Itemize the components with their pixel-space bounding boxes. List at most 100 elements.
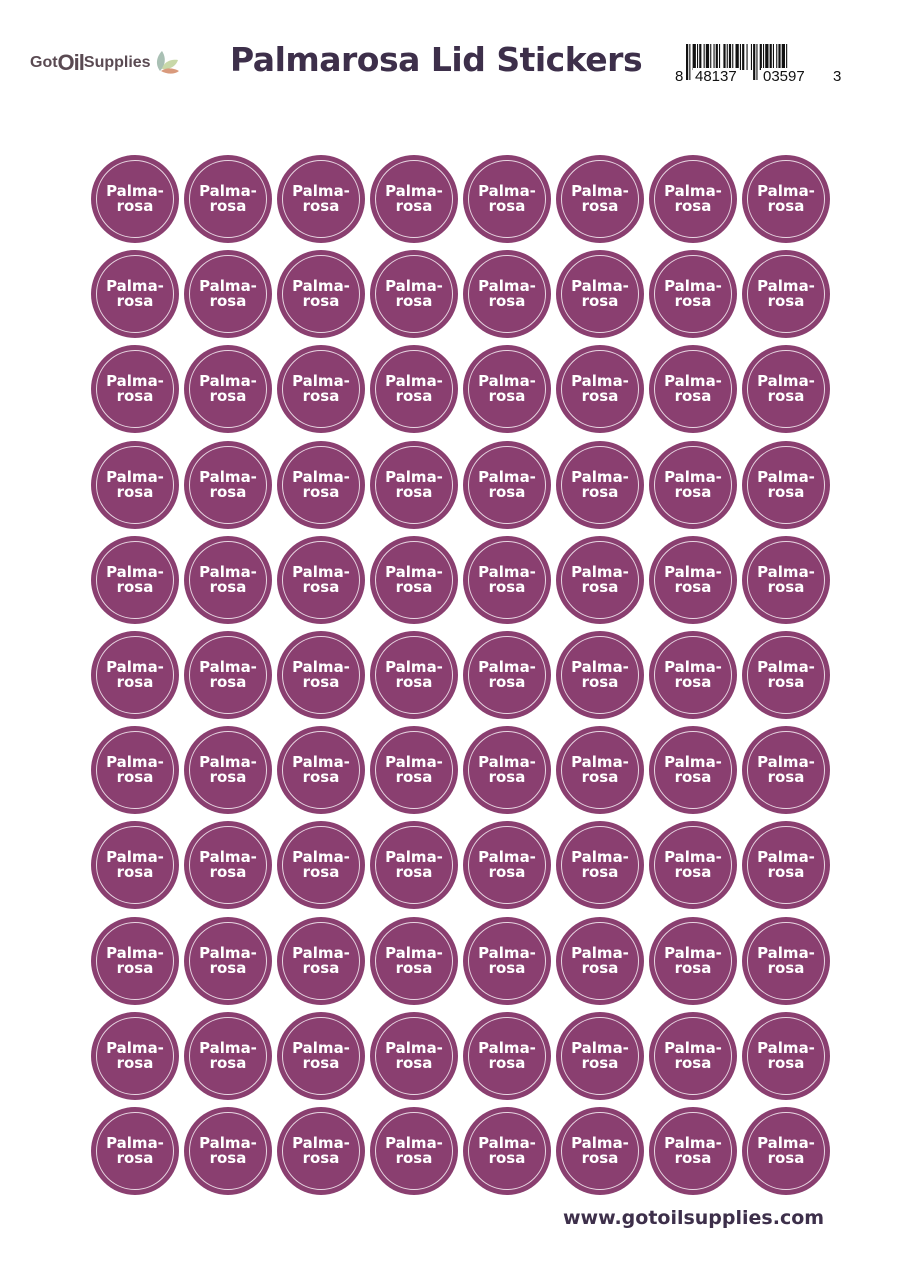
sticker-label: Palma-rosa [571, 374, 629, 404]
sticker-label-line1: Palma- [292, 1133, 350, 1152]
sticker-label: Palma-rosa [385, 659, 443, 690]
sticker-label-line2: rosa [116, 482, 154, 501]
sticker-label-line2: rosa [209, 387, 247, 406]
sticker-label: Palma-rosa [571, 850, 629, 880]
sticker-label-line1: Palma- [292, 753, 350, 772]
sticker-label: Palma-rosa [106, 1040, 164, 1071]
lid-sticker: Palma-rosa [370, 916, 458, 1005]
sticker-label-line2: rosa [488, 672, 526, 691]
lid-sticker: Palma-rosa [277, 1011, 365, 1100]
barcode-digits-right: 03597 [761, 68, 807, 85]
barcode-bar [769, 44, 772, 70]
sticker-label-line1: Palma- [106, 848, 164, 867]
sticker-label-line2: rosa [302, 482, 340, 501]
lid-sticker: Palma-rosa [184, 726, 272, 815]
sticker-label: Palma-rosa [385, 1135, 443, 1166]
barcode-bar [735, 44, 739, 70]
lid-sticker: Palma-rosa [649, 535, 737, 624]
lid-sticker: Palma-rosa [277, 1106, 365, 1195]
sticker-label: Palma-rosa [199, 755, 257, 785]
sticker-label-line1: Palma- [757, 1133, 815, 1152]
barcode-bar [765, 44, 769, 70]
sticker-label-line2: rosa [302, 768, 340, 787]
sticker-label: Palma-rosa [106, 850, 164, 880]
sticker-label: Palma-rosa [571, 184, 629, 214]
sticker-label: Palma-rosa [106, 755, 164, 785]
lid-sticker: Palma-rosa [556, 1011, 644, 1100]
lid-sticker: Palma-rosa [649, 250, 737, 339]
sticker-label: Palma-rosa [757, 850, 815, 880]
sticker-label-line2: rosa [488, 387, 526, 406]
sticker-label-line2: rosa [116, 292, 154, 311]
sticker-label-line1: Palma- [664, 848, 722, 867]
barcode [686, 44, 788, 80]
sticker-label-line2: rosa [116, 197, 154, 215]
sticker-label-line2: rosa [488, 292, 526, 311]
sticker-label: Palma-rosa [757, 1133, 815, 1166]
sticker-label-line2: rosa [302, 1053, 340, 1072]
sticker-label: Palma-rosa [571, 469, 629, 500]
barcode-bar [689, 44, 691, 80]
sticker-label: Palma-rosa [571, 1135, 629, 1166]
sticker-label-line1: Palma- [106, 277, 164, 296]
sticker-label-line2: rosa [209, 292, 247, 311]
sticker-label-line1: Palma- [478, 1133, 536, 1152]
sticker-label: Palma-rosa [292, 279, 350, 309]
lid-sticker: Palma-rosa [556, 440, 644, 529]
lid-sticker: Palma-rosa [742, 345, 830, 434]
sticker-label-line2: rosa [395, 387, 433, 406]
sticker-label: Palma-rosa [292, 945, 350, 976]
lid-sticker: Palma-rosa [649, 726, 737, 815]
sticker-label-line2: rosa [302, 1148, 340, 1167]
sticker-label-line1: Palma- [757, 657, 815, 676]
sticker-label: Palma-rosa [292, 374, 350, 404]
sticker-label-line2: rosa [395, 577, 433, 596]
lid-sticker: Palma-rosa [370, 345, 458, 434]
sticker-label-line2: rosa [674, 197, 712, 215]
sticker-label-line1: Palma- [106, 372, 164, 391]
sticker-label-line1: Palma- [478, 182, 536, 200]
sticker-label: Palma-rosa [757, 374, 815, 404]
lid-sticker: Palma-rosa [463, 1011, 551, 1100]
sticker-label-line2: rosa [209, 577, 247, 596]
sticker-label-line1: Palma- [199, 467, 257, 486]
sticker-label-line2: rosa [767, 863, 805, 882]
lid-sticker: Palma-rosa [91, 1011, 179, 1100]
sticker-label-line1: Palma- [106, 182, 164, 200]
sticker-label: Palma-rosa [571, 659, 629, 690]
sticker-label: Palma-rosa [292, 1133, 350, 1167]
lid-sticker: Palma-rosa [370, 1011, 458, 1100]
sticker-label-line1: Palma- [292, 277, 350, 296]
lid-sticker: Palma-rosa [649, 345, 737, 434]
sticker-label-line1: Palma- [385, 753, 443, 772]
lid-sticker: Palma-rosa [463, 440, 551, 529]
sticker-label-line1: Palma- [199, 1133, 257, 1152]
sticker-label: Palma-rosa [199, 467, 257, 500]
lid-sticker: Palma-rosa [649, 821, 737, 910]
sticker-label: Palma-rosa [385, 1040, 443, 1071]
sticker-label-line2: rosa [395, 292, 433, 311]
sticker-label-line1: Palma- [478, 943, 536, 962]
sticker-label: Palma-rosa [385, 467, 443, 500]
sticker-label-line1: Palma- [292, 372, 350, 391]
barcode-bar [756, 44, 758, 80]
sticker-label-line2: rosa [674, 577, 712, 596]
sticker-label: Palma-rosa [385, 755, 443, 785]
sticker-label-line1: Palma- [199, 562, 257, 581]
sticker-label: Palma-rosa [106, 469, 164, 501]
sticker-label: Palma-rosa [757, 657, 815, 690]
lid-sticker: Palma-rosa [184, 916, 272, 1005]
sticker-label: Palma-rosa [292, 184, 350, 214]
sticker-label: Palma-rosa [106, 945, 164, 976]
sticker-label: Palma-rosa [292, 564, 350, 595]
sticker-label: Palma-rosa [664, 659, 722, 690]
sticker-label-line2: rosa [581, 387, 619, 406]
sticker-label: Palma-rosa [385, 564, 443, 596]
lid-sticker: Palma-rosa [91, 726, 179, 815]
sticker-label: Palma-rosa [478, 659, 536, 691]
sticker-label-line2: rosa [581, 1053, 619, 1072]
barcode-bar [776, 44, 778, 70]
sticker-label-line1: Palma- [199, 848, 257, 867]
sticker-label-line1: Palma- [664, 562, 722, 581]
sticker-label-line1: Palma- [385, 467, 443, 486]
